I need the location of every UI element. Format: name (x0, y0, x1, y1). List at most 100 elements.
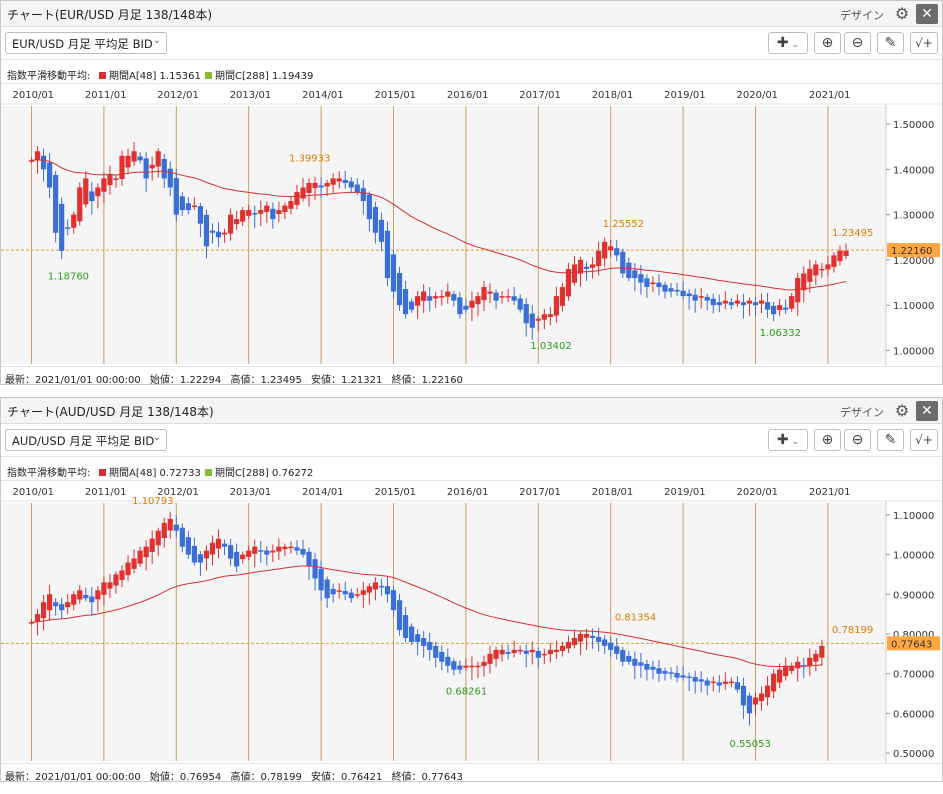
candle-body (131, 151, 137, 162)
y-tick-label: 1.10000 (893, 301, 934, 312)
candle-body (47, 162, 53, 188)
candle-body (191, 545, 197, 563)
indicator-button[interactable]: √+ (910, 429, 938, 451)
zoom-out-icon: ⊖ (851, 35, 864, 51)
pencil-icon: ✎ (884, 35, 897, 51)
candle-body (89, 596, 95, 603)
candle-body (360, 590, 366, 595)
footer-low: 安値：1.21321 (311, 375, 383, 386)
candle-body (185, 203, 191, 211)
candle-body (638, 274, 644, 283)
symbol-select[interactable]: EUR/USD 月足 平均足 BID ⌄ (5, 32, 167, 54)
candlestick-chart[interactable]: 2010/01 2011/01 2012/01 2013/01 2014/01 2015/… (1, 481, 942, 763)
candle-body (107, 582, 113, 589)
candle-body (209, 542, 216, 555)
candle-body (300, 548, 306, 555)
gear-icon[interactable]: ⚙ (894, 401, 910, 420)
crosshair-button[interactable]: ✚ ⌄ (768, 429, 808, 451)
candle-body (493, 292, 499, 301)
candle-body (752, 697, 759, 705)
candle-body (583, 633, 590, 638)
zoom-out-button[interactable]: ⊖ (844, 429, 871, 451)
candle-body (354, 184, 360, 192)
candlestick-chart[interactable]: 2010/01 2011/01 2012/01 2013/01 2014/01 2015/… (1, 84, 942, 366)
candle-body (34, 151, 41, 161)
close-icon[interactable]: ✕ (916, 4, 938, 24)
x-tick-label: 2021/01 (809, 487, 851, 498)
zoom-in-button[interactable]: ⊕ (814, 32, 841, 54)
candle-body (294, 547, 300, 551)
candle-body (439, 296, 445, 298)
candle-body (819, 268, 825, 271)
footer-latest: 最新：2021/01/01 00:00:00 (5, 772, 141, 783)
x-tick-label: 2019/01 (664, 487, 706, 498)
price-annotation-low: 0.55053 (729, 739, 770, 750)
candle-body (378, 585, 385, 588)
candle-body (348, 181, 354, 188)
candle-body (577, 633, 584, 642)
design-link[interactable]: デザイン (840, 406, 884, 419)
price-annotation-low: 0.68261 (446, 687, 487, 698)
candle-body (330, 588, 336, 595)
candle-body (620, 251, 626, 274)
candle-body (402, 615, 409, 638)
candle-body (197, 206, 204, 224)
candle-body (396, 600, 403, 631)
candle-body (372, 582, 378, 590)
candle-body (831, 255, 837, 267)
candle-body (517, 649, 523, 652)
symbol-select[interactable]: AUD/USD 月足 平均足 BID ⌄ (5, 429, 167, 451)
candle-body (771, 673, 777, 692)
legend-item-c: 期間C[288] 1.19439 (205, 67, 313, 82)
gear-icon[interactable]: ⚙ (894, 4, 910, 23)
candle-body (535, 651, 541, 658)
design-link[interactable]: デザイン (840, 9, 884, 22)
plot-area[interactable]: 2010/01 2011/01 2012/01 2013/01 2014/01 2015/… (1, 481, 942, 763)
legend-item-c: 期間C[288] 0.76272 (205, 464, 313, 479)
candle-body (662, 670, 668, 674)
plot-area[interactable]: 2010/01 2011/01 2012/01 2013/01 2014/01 2015/… (1, 84, 942, 366)
candle-body (746, 300, 753, 304)
legend-label-a: 期間A[48] 0.72733 (109, 468, 201, 479)
candle-body (529, 313, 535, 328)
candle-body (246, 550, 252, 557)
draw-button[interactable]: ✎ (877, 32, 904, 54)
candle-body (294, 192, 300, 205)
legend-swatch-c (205, 72, 212, 79)
zoom-in-button[interactable]: ⊕ (814, 429, 841, 451)
draw-button[interactable]: ✎ (877, 429, 904, 451)
candle-body (614, 248, 620, 256)
legend-swatch-c (205, 469, 212, 476)
zoom-out-icon: ⊖ (851, 432, 864, 448)
candle-body (698, 679, 704, 682)
close-icon[interactable]: ✕ (916, 401, 938, 421)
candle-body (312, 559, 318, 579)
candle-body (258, 210, 264, 214)
candle-body (710, 681, 716, 684)
candle-body (330, 178, 336, 185)
candle-body (228, 214, 234, 234)
candle-body (674, 673, 680, 678)
candle-body (354, 594, 360, 596)
candle-body (469, 300, 475, 308)
candle-body (722, 300, 728, 304)
x-tick-label: 2012/01 (157, 487, 199, 498)
candle-body (746, 695, 753, 714)
indicator-button[interactable]: √+ (910, 32, 938, 54)
footer-open: 始値：0.76954 (149, 772, 222, 783)
candle-body (680, 675, 686, 678)
y-tick-label: 0.60000 (893, 709, 934, 720)
pencil-icon: ✎ (884, 432, 897, 448)
candle-body (752, 302, 759, 306)
candle-body (783, 665, 789, 677)
footer-high: 高値：0.78199 (230, 772, 302, 783)
candle-body (608, 246, 614, 251)
candle-body (728, 681, 734, 684)
candle-body (65, 602, 71, 608)
candle-body (813, 653, 819, 662)
x-tick-label: 2010/01 (13, 487, 55, 498)
candle-body (650, 282, 656, 285)
crosshair-button[interactable]: ✚ ⌄ (768, 32, 808, 54)
zoom-out-button[interactable]: ⊖ (844, 32, 871, 54)
candle-body (221, 543, 228, 547)
